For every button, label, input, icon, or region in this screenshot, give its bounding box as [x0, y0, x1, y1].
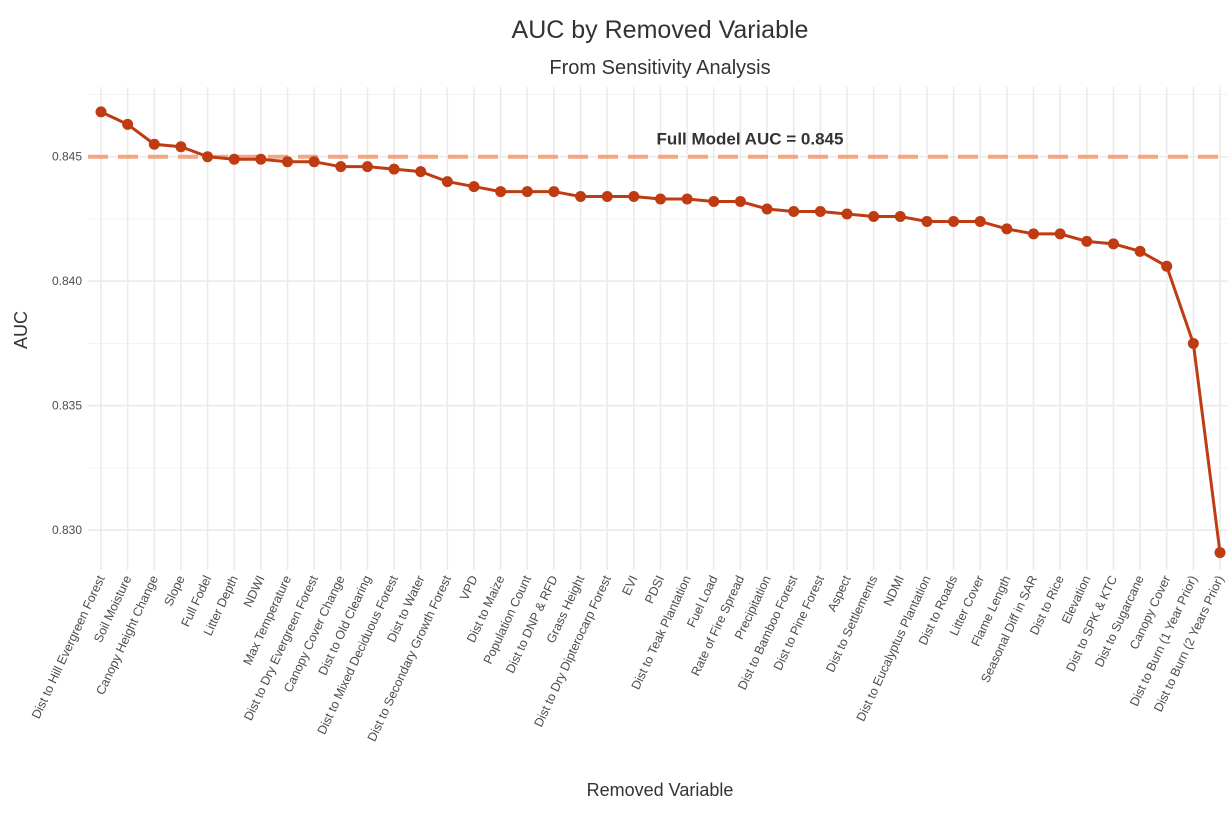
data-point: [628, 191, 640, 203]
data-point: [1081, 235, 1093, 247]
y-tick-label: 0.835: [52, 399, 82, 413]
y-tick-label: 0.830: [52, 523, 82, 537]
data-point: [175, 141, 187, 153]
data-point: [1214, 547, 1226, 559]
data-point: [548, 186, 560, 198]
y-tick-label: 0.845: [52, 150, 82, 164]
data-point: [388, 163, 400, 175]
x-tick-label: Slope: [161, 573, 187, 608]
y-axis-label: AUC: [11, 311, 31, 349]
chart-subtitle: From Sensitivity Analysis: [549, 57, 770, 79]
x-tick-label: VPD: [457, 573, 481, 602]
data-point: [788, 205, 800, 217]
data-point: [921, 215, 933, 227]
data-point: [228, 153, 240, 165]
data-point: [841, 208, 853, 220]
x-tick-label: PDSI: [642, 573, 667, 605]
y-tick-label: 0.840: [52, 274, 82, 288]
data-point: [255, 153, 267, 165]
data-point: [1161, 260, 1173, 272]
grid: [88, 87, 1228, 570]
chart-title: AUC by Removed Variable: [512, 16, 809, 44]
data-point: [894, 210, 906, 222]
x-tick-label: NDMI: [881, 573, 907, 608]
x-tick-label: Dist to Hill Evergreen Forest: [29, 573, 108, 721]
data-point: [974, 215, 986, 227]
x-tick-label: Dist to Settlements: [823, 573, 880, 674]
data-point: [948, 215, 960, 227]
data-point: [468, 181, 480, 193]
data-point: [95, 106, 107, 118]
data-point: [361, 161, 373, 173]
data-point: [1107, 238, 1119, 250]
data-point: [814, 205, 826, 217]
data-point: [868, 210, 880, 222]
data-point: [521, 186, 533, 198]
data-point: [761, 203, 773, 215]
data-point: [148, 138, 160, 150]
reference-label: Full Model AUC = 0.845: [657, 130, 844, 149]
x-tick-label: EVI: [619, 573, 640, 597]
data-point: [655, 193, 666, 205]
data-point: [1134, 245, 1146, 257]
data-point: [415, 166, 427, 178]
x-tick-label: Aspect: [825, 573, 854, 614]
data-point: [1187, 337, 1199, 349]
data-point: [308, 156, 320, 168]
data-point: [681, 193, 693, 205]
data-point: [734, 196, 746, 208]
x-axis-label: Removed Variable: [587, 780, 734, 800]
data-point: [708, 196, 720, 208]
data-point: [1028, 228, 1039, 240]
data-point: [122, 118, 134, 130]
data-point: [575, 191, 587, 203]
x-tick-label: NDWI: [241, 573, 268, 609]
data-point: [1054, 228, 1066, 240]
data-point: [441, 176, 453, 188]
data-point: [202, 151, 214, 163]
data-point: [1001, 223, 1013, 235]
data-point: [282, 156, 293, 168]
data-point: [495, 186, 507, 198]
data-point: [335, 161, 347, 173]
data-point: [601, 191, 613, 203]
